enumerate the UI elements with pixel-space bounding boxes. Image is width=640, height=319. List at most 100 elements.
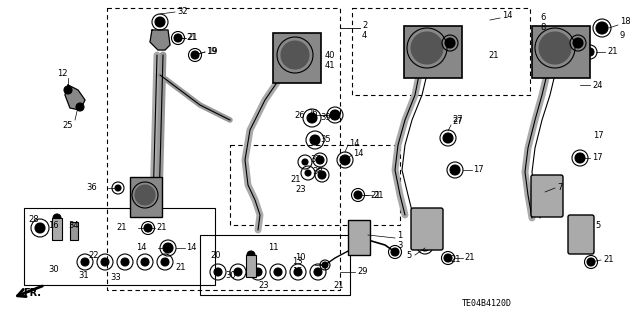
Circle shape: [274, 268, 282, 276]
Text: 21: 21: [187, 33, 198, 42]
Text: 26: 26: [294, 110, 305, 120]
Circle shape: [302, 159, 308, 165]
Text: 13: 13: [292, 257, 303, 266]
Text: 11: 11: [268, 243, 278, 253]
Bar: [24, 208, 215, 285]
Text: 21: 21: [488, 50, 499, 60]
Circle shape: [281, 41, 309, 69]
Text: 5: 5: [595, 220, 600, 229]
Text: 21: 21: [607, 48, 618, 56]
FancyBboxPatch shape: [52, 218, 62, 240]
Bar: [352, 8, 530, 95]
Text: 21: 21: [464, 254, 474, 263]
FancyBboxPatch shape: [348, 220, 370, 255]
Text: 31: 31: [78, 271, 88, 279]
FancyBboxPatch shape: [246, 255, 256, 277]
Text: 19: 19: [207, 48, 218, 56]
Text: 21: 21: [290, 175, 301, 184]
Text: 21: 21: [116, 224, 127, 233]
Text: 22: 22: [88, 250, 99, 259]
Circle shape: [141, 258, 149, 266]
Circle shape: [316, 156, 324, 164]
Circle shape: [254, 268, 262, 276]
Text: 10: 10: [295, 254, 305, 263]
Text: 20: 20: [210, 250, 221, 259]
Circle shape: [340, 155, 350, 165]
Text: 14: 14: [502, 11, 513, 20]
Circle shape: [121, 258, 129, 266]
Text: 14: 14: [349, 138, 360, 147]
Circle shape: [35, 223, 45, 233]
Circle shape: [411, 32, 443, 64]
Circle shape: [318, 171, 326, 179]
Text: 26: 26: [307, 108, 318, 117]
Circle shape: [420, 241, 430, 251]
Circle shape: [155, 17, 165, 27]
Circle shape: [81, 258, 89, 266]
Text: 21: 21: [186, 33, 196, 42]
Circle shape: [101, 258, 109, 266]
Text: 38: 38: [312, 167, 323, 176]
FancyBboxPatch shape: [273, 33, 321, 83]
Circle shape: [305, 170, 311, 176]
Text: 40: 40: [325, 50, 335, 60]
Text: 17: 17: [592, 153, 603, 162]
Circle shape: [444, 254, 452, 262]
Circle shape: [163, 243, 173, 253]
Polygon shape: [150, 30, 170, 50]
FancyBboxPatch shape: [531, 175, 563, 217]
Text: 14: 14: [136, 243, 147, 253]
Circle shape: [391, 248, 399, 256]
Text: 39: 39: [320, 114, 331, 122]
Text: 30: 30: [48, 265, 59, 275]
Text: 21: 21: [175, 263, 186, 272]
Circle shape: [161, 258, 169, 266]
Text: 4: 4: [362, 31, 367, 40]
FancyBboxPatch shape: [532, 26, 590, 78]
Text: 29: 29: [357, 268, 367, 277]
FancyBboxPatch shape: [70, 222, 78, 240]
Circle shape: [330, 110, 340, 120]
Circle shape: [596, 22, 608, 34]
Text: 12: 12: [57, 69, 67, 78]
Text: 15: 15: [292, 268, 303, 277]
Circle shape: [174, 34, 182, 42]
Circle shape: [586, 48, 594, 56]
Text: 8: 8: [540, 24, 545, 33]
Circle shape: [76, 103, 84, 111]
Text: 6: 6: [540, 13, 545, 23]
Polygon shape: [65, 85, 85, 110]
Text: 19: 19: [206, 48, 216, 56]
Circle shape: [135, 185, 155, 205]
Text: 27: 27: [452, 117, 463, 127]
Bar: [200, 235, 350, 295]
Text: 30: 30: [225, 271, 236, 279]
FancyBboxPatch shape: [130, 177, 162, 217]
Bar: [107, 8, 340, 290]
Text: 41: 41: [325, 61, 335, 70]
Circle shape: [191, 51, 199, 59]
Text: 3: 3: [397, 241, 403, 249]
Circle shape: [53, 214, 61, 222]
Text: 18: 18: [620, 18, 630, 26]
Circle shape: [294, 268, 302, 276]
Circle shape: [539, 32, 571, 64]
Text: 17: 17: [593, 130, 604, 139]
Text: FR.: FR.: [23, 288, 41, 298]
Circle shape: [307, 113, 317, 123]
Text: 28: 28: [28, 216, 38, 225]
Circle shape: [247, 251, 255, 259]
Text: 23: 23: [258, 280, 269, 290]
Circle shape: [354, 191, 362, 199]
Text: 17: 17: [473, 166, 484, 174]
Text: 14: 14: [353, 149, 364, 158]
Text: 7: 7: [557, 183, 563, 192]
Text: 24: 24: [592, 80, 602, 90]
Circle shape: [573, 38, 583, 48]
Text: 21: 21: [603, 256, 614, 264]
Text: 27: 27: [452, 115, 463, 124]
Text: 25: 25: [63, 121, 73, 130]
Circle shape: [144, 224, 152, 232]
Text: 36: 36: [86, 183, 97, 192]
FancyBboxPatch shape: [404, 26, 462, 78]
